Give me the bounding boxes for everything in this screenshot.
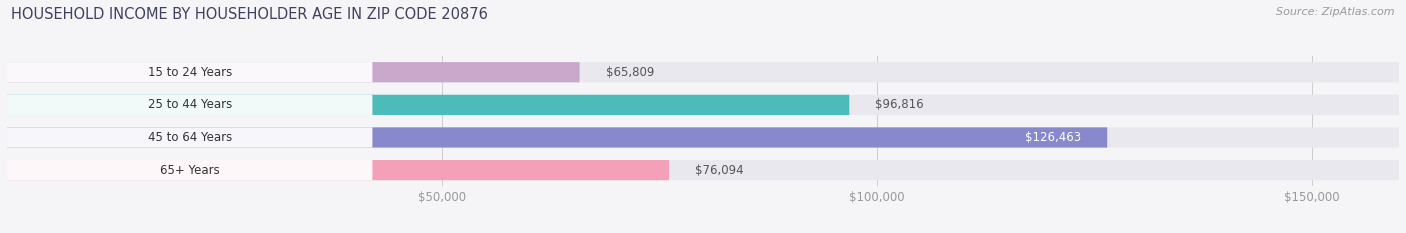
Text: $96,816: $96,816: [876, 98, 924, 111]
Text: Source: ZipAtlas.com: Source: ZipAtlas.com: [1277, 7, 1395, 17]
Text: $65,809: $65,809: [606, 66, 654, 79]
Text: 15 to 24 Years: 15 to 24 Years: [148, 66, 232, 79]
Text: $76,094: $76,094: [695, 164, 744, 177]
FancyBboxPatch shape: [7, 160, 1399, 180]
Text: 45 to 64 Years: 45 to 64 Years: [148, 131, 232, 144]
FancyBboxPatch shape: [7, 95, 849, 115]
FancyBboxPatch shape: [7, 62, 579, 82]
FancyBboxPatch shape: [7, 95, 1399, 115]
Text: 65+ Years: 65+ Years: [160, 164, 219, 177]
Text: HOUSEHOLD INCOME BY HOUSEHOLDER AGE IN ZIP CODE 20876: HOUSEHOLD INCOME BY HOUSEHOLDER AGE IN Z…: [11, 7, 488, 22]
FancyBboxPatch shape: [7, 160, 373, 180]
Text: $126,463: $126,463: [1025, 131, 1081, 144]
FancyBboxPatch shape: [7, 160, 669, 180]
FancyBboxPatch shape: [7, 62, 373, 82]
FancyBboxPatch shape: [7, 127, 1107, 147]
FancyBboxPatch shape: [7, 95, 373, 115]
FancyBboxPatch shape: [7, 127, 1399, 147]
Text: 25 to 44 Years: 25 to 44 Years: [148, 98, 232, 111]
FancyBboxPatch shape: [7, 62, 1399, 82]
FancyBboxPatch shape: [7, 127, 373, 147]
